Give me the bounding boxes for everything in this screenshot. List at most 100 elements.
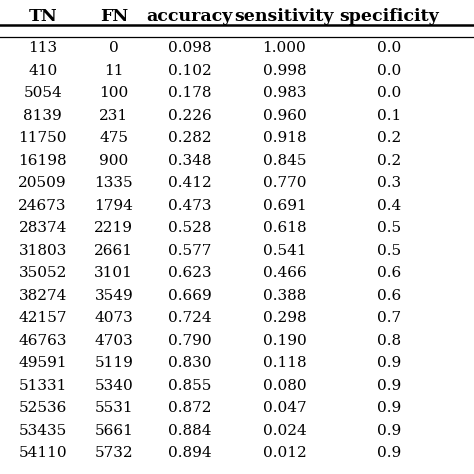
Text: 0.894: 0.894 [168,446,211,460]
Text: 0.098: 0.098 [168,41,211,55]
Text: 0.9: 0.9 [376,446,401,460]
Text: 0.623: 0.623 [168,266,211,280]
Text: FN: FN [100,8,128,25]
Text: 0.178: 0.178 [168,86,211,100]
Text: 900: 900 [99,154,128,168]
Text: sensitivity: sensitivity [235,8,334,25]
Text: 3549: 3549 [94,289,133,303]
Text: 38274: 38274 [18,289,67,303]
Text: 0.012: 0.012 [263,446,306,460]
Text: 8139: 8139 [23,109,62,123]
Text: accuracy: accuracy [146,8,233,25]
Text: 4703: 4703 [94,334,133,348]
Text: 52536: 52536 [18,401,67,415]
Text: 0.983: 0.983 [263,86,306,100]
Text: 475: 475 [99,131,128,145]
Text: 54110: 54110 [18,446,67,460]
Text: 0.412: 0.412 [168,176,211,190]
Text: 5531: 5531 [94,401,133,415]
Text: 0.2: 0.2 [376,131,401,145]
Text: 0.6: 0.6 [376,289,401,303]
Text: 100: 100 [99,86,128,100]
Text: 1335: 1335 [94,176,133,190]
Text: 0.884: 0.884 [168,424,211,438]
Text: 0.6: 0.6 [376,266,401,280]
Text: 0.618: 0.618 [263,221,306,235]
Text: 49591: 49591 [18,356,67,370]
Text: 0.047: 0.047 [263,401,306,415]
Text: 11750: 11750 [18,131,67,145]
Text: 0.473: 0.473 [168,199,211,213]
Text: 24673: 24673 [18,199,67,213]
Text: 20509: 20509 [18,176,67,190]
Text: 42157: 42157 [18,311,67,325]
Text: 0.918: 0.918 [263,131,306,145]
Text: 0.960: 0.960 [263,109,306,123]
Text: 0.770: 0.770 [263,176,306,190]
Text: 1794: 1794 [94,199,133,213]
Text: 0.691: 0.691 [263,199,306,213]
Text: 46763: 46763 [18,334,67,348]
Text: 0.9: 0.9 [376,424,401,438]
Text: 51331: 51331 [18,379,67,393]
Text: 0.5: 0.5 [377,221,401,235]
Text: 0.724: 0.724 [168,311,211,325]
Text: 0: 0 [109,41,118,55]
Text: 0.118: 0.118 [263,356,306,370]
Text: 0.9: 0.9 [376,356,401,370]
Text: 0.669: 0.669 [168,289,211,303]
Text: 0.577: 0.577 [168,244,211,258]
Text: 5661: 5661 [94,424,133,438]
Text: 0.790: 0.790 [168,334,211,348]
Text: 0.541: 0.541 [263,244,306,258]
Text: 35052: 35052 [18,266,67,280]
Text: 231: 231 [99,109,128,123]
Text: 0.0: 0.0 [376,41,401,55]
Text: 0.282: 0.282 [168,131,211,145]
Text: 0.872: 0.872 [168,401,211,415]
Text: 16198: 16198 [18,154,67,168]
Text: 4073: 4073 [94,311,133,325]
Text: 0.8: 0.8 [377,334,401,348]
Text: 0.1: 0.1 [376,109,401,123]
Text: 410: 410 [28,64,57,78]
Text: 0.845: 0.845 [263,154,306,168]
Text: 0.9: 0.9 [376,379,401,393]
Text: 0.528: 0.528 [168,221,211,235]
Text: 0.102: 0.102 [168,64,211,78]
Text: 28374: 28374 [18,221,67,235]
Text: 1.000: 1.000 [263,41,306,55]
Text: 0.0: 0.0 [376,86,401,100]
Text: 0.5: 0.5 [377,244,401,258]
Text: 0.024: 0.024 [263,424,306,438]
Text: 2219: 2219 [94,221,133,235]
Text: TN: TN [28,8,57,25]
Text: 31803: 31803 [18,244,67,258]
Text: 0.226: 0.226 [168,109,211,123]
Text: 0.7: 0.7 [377,311,401,325]
Text: 0.998: 0.998 [263,64,306,78]
Text: 0.3: 0.3 [377,176,401,190]
Text: 0.190: 0.190 [263,334,306,348]
Text: 0.466: 0.466 [263,266,306,280]
Text: 0.2: 0.2 [376,154,401,168]
Text: 5054: 5054 [23,86,62,100]
Text: 0.9: 0.9 [376,401,401,415]
Text: 5340: 5340 [94,379,133,393]
Text: 53435: 53435 [18,424,67,438]
Text: 2661: 2661 [94,244,133,258]
Text: 0.298: 0.298 [263,311,306,325]
Text: 0.388: 0.388 [263,289,306,303]
Text: 0.348: 0.348 [168,154,211,168]
Text: 0.080: 0.080 [263,379,306,393]
Text: 5119: 5119 [94,356,133,370]
Text: specificity: specificity [339,8,438,25]
Text: 5732: 5732 [94,446,133,460]
Text: 113: 113 [28,41,57,55]
Text: 11: 11 [104,64,124,78]
Text: 0.4: 0.4 [376,199,401,213]
Text: 0.0: 0.0 [376,64,401,78]
Text: 0.855: 0.855 [168,379,211,393]
Text: 3101: 3101 [94,266,133,280]
Text: 0.830: 0.830 [168,356,211,370]
